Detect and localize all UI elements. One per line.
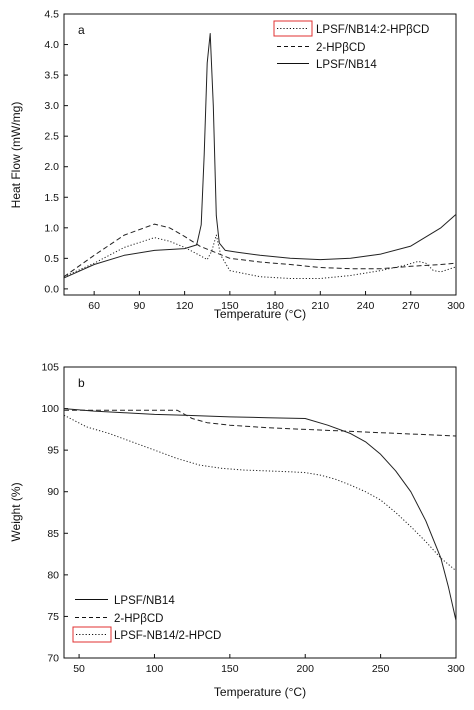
y-tick-label: 85 (47, 528, 59, 540)
panel-b-series (63, 408, 457, 621)
panel-b-x-ticks: 50 100 150 200 250 300 (73, 654, 465, 675)
x-tick-label: 210 (312, 300, 330, 312)
panel-a-series (63, 33, 457, 279)
x-tick-label: 60 (88, 300, 100, 312)
x-tick-label: 120 (176, 300, 194, 312)
panel-b: b 50 100 150 200 250 300 70 75 80 85 90 95 100 105 T… (9, 362, 465, 700)
panel-b-x-axis-title: Temperature (°C) (214, 685, 306, 699)
y-tick-label: 95 (47, 445, 59, 457)
y-tick-label: 4.5 (44, 9, 59, 21)
y-tick-label: 90 (47, 486, 59, 498)
series-line-dotted (63, 414, 457, 572)
panel-b-legend: LPSF/NB14 2-HPβCD LPSF-NB14/2-HPCD (72, 595, 221, 643)
x-tick-label: 250 (372, 663, 390, 675)
y-tick-label: 3.5 (44, 70, 59, 82)
legend-highlight-box (273, 20, 313, 37)
x-tick-label: 200 (296, 663, 314, 675)
panel-a-x-axis-title: Temperature (°C) (214, 307, 306, 321)
y-tick-label: 0.0 (44, 283, 59, 295)
series-line-dotted (63, 234, 457, 279)
panel-a-y-ticks: 0.0 0.5 1.0 1.5 2.0 2.5 3.0 3.5 4.0 4.5 (44, 9, 68, 295)
legend-label-drug: LPSF/NB14 (316, 59, 377, 71)
panel-b-letter: b (78, 376, 85, 390)
y-tick-label: 2.0 (44, 161, 59, 173)
x-tick-label: 240 (357, 300, 375, 312)
y-tick-label: 1.5 (44, 192, 59, 204)
y-tick-label: 105 (41, 362, 59, 374)
x-tick-label: 150 (221, 663, 239, 675)
x-tick-label: 50 (73, 663, 85, 675)
y-tick-label: 100 (41, 403, 59, 415)
panel-a-x-ticks: 60 90 120 150 180 210 240 270 300 (88, 291, 465, 312)
legend-b-label-hpbcd: 2-HPβCD (114, 613, 163, 625)
legend-label-complex: LPSF/NB14:2-HPβCD (316, 24, 429, 36)
panel-a-y-axis-title: Heat Flow (mW/mg) (9, 102, 23, 209)
x-tick-label: 100 (146, 663, 164, 675)
x-tick-label: 270 (402, 300, 420, 312)
legend-label-hpbcd: 2-HPβCD (316, 42, 365, 54)
legend-b-label-complex: LPSF-NB14/2-HPCD (114, 630, 221, 642)
panel-b-y-axis-title: Weight (%) (9, 482, 23, 541)
y-tick-label: 80 (47, 569, 59, 581)
series-line-solid (63, 408, 457, 621)
y-tick-label: 70 (47, 653, 59, 665)
y-tick-label: 2.5 (44, 131, 59, 143)
legend-b-label-drug: LPSF/NB14 (114, 595, 175, 607)
panel-b-frame (63, 366, 457, 659)
legend-b-highlight-box (72, 626, 112, 643)
panel-a-frame (63, 13, 457, 296)
series-line-dashed (63, 223, 457, 278)
y-tick-label: 4.0 (44, 39, 59, 51)
y-tick-label: 75 (47, 611, 59, 623)
x-tick-label: 150 (221, 300, 239, 312)
panel-a: a 60 90 120 150 180 210 240 270 300 0.0 0.5 1.0 1.5… (9, 9, 465, 322)
y-tick-label: 0.5 (44, 253, 59, 265)
x-tick-label: 180 (266, 300, 284, 312)
panel-b-y-ticks: 70 75 80 85 90 95 100 105 (41, 362, 68, 665)
y-tick-label: 3.0 (44, 100, 59, 112)
x-tick-label: 90 (134, 300, 146, 312)
x-tick-label: 300 (447, 663, 465, 675)
series-line-solid (63, 33, 457, 279)
panel-a-legend: LPSF/NB14:2-HPβCD 2-HPβCD LPSF/NB14 (273, 20, 429, 71)
x-tick-label: 300 (447, 300, 465, 312)
series-line-dashed (64, 409, 457, 437)
y-tick-label: 1.0 (44, 222, 59, 234)
panel-a-letter: a (78, 23, 85, 37)
